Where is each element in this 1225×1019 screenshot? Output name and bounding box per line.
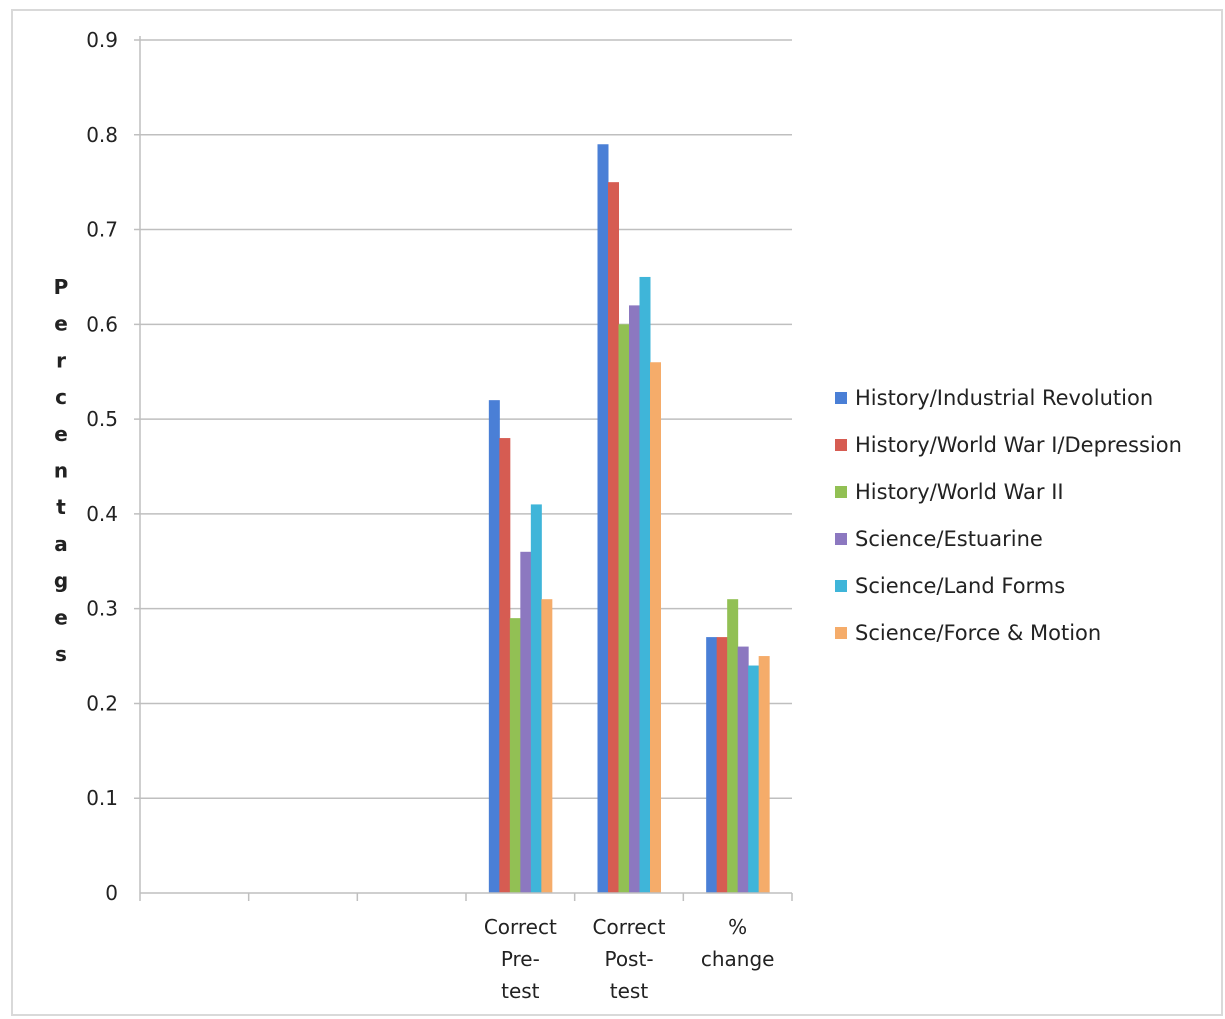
x-category-label: Pre- bbox=[501, 947, 540, 971]
y-axis-tick-labels: 0 0.1 0.2 0.3 0.4 0.5 0.6 0.7 0.8 0.9 bbox=[86, 28, 118, 905]
bar bbox=[629, 305, 640, 893]
y-axis-title-letter: e bbox=[54, 312, 68, 336]
legend-label: Science/Force & Motion bbox=[855, 621, 1101, 645]
legend-swatch bbox=[835, 580, 847, 592]
bar bbox=[618, 324, 630, 893]
y-axis-title-letter: c bbox=[55, 385, 67, 409]
bar bbox=[706, 637, 718, 893]
y-tick-label: 0.4 bbox=[86, 502, 118, 526]
bars bbox=[488, 144, 770, 893]
y-axis-title-letter: g bbox=[54, 569, 68, 593]
legend-swatch bbox=[835, 392, 847, 404]
legend-swatch bbox=[835, 533, 847, 545]
x-category-label: change bbox=[701, 947, 775, 971]
bar bbox=[608, 182, 619, 893]
y-tick-label: 0.8 bbox=[86, 123, 118, 147]
legend-label: History/Industrial Revolution bbox=[855, 386, 1153, 410]
bar bbox=[737, 646, 749, 893]
y-axis-title-letter: s bbox=[55, 642, 67, 666]
bar bbox=[530, 504, 542, 893]
bar bbox=[748, 665, 760, 893]
gridlines bbox=[134, 39, 792, 799]
y-axis-title-letter: e bbox=[54, 605, 68, 629]
bar bbox=[499, 438, 511, 893]
bar bbox=[520, 551, 532, 893]
y-tick-label: 0.7 bbox=[86, 218, 118, 242]
y-axis-title-letter: n bbox=[54, 459, 68, 483]
y-axis-title-letter: r bbox=[56, 348, 66, 372]
y-tick-label: 0.1 bbox=[86, 786, 118, 810]
bar bbox=[650, 362, 661, 893]
legend-swatch bbox=[835, 486, 847, 498]
x-axis-category-labels: Correct Pre-test Correct Post-test% change bbox=[484, 915, 775, 1003]
x-category-label: Correct bbox=[593, 915, 666, 939]
x-category-label: Post- bbox=[604, 947, 653, 971]
x-category-label: % bbox=[728, 915, 747, 939]
y-axis-title-letter: a bbox=[54, 532, 68, 556]
bar bbox=[597, 144, 609, 893]
bar bbox=[727, 599, 739, 893]
x-category-label: test bbox=[610, 979, 649, 1003]
bar bbox=[488, 400, 500, 893]
bar bbox=[639, 276, 651, 893]
bar bbox=[541, 599, 553, 893]
x-category-label: test bbox=[501, 979, 540, 1003]
x-category-label: Correct bbox=[484, 915, 557, 939]
y-tick-label: 0.6 bbox=[86, 312, 118, 336]
bar bbox=[509, 618, 521, 893]
y-axis-title-letter: P bbox=[54, 275, 69, 299]
chart-border bbox=[11, 9, 1223, 1016]
legend: History/Industrial Revolution History/Wor… bbox=[835, 386, 1182, 645]
legend-swatch bbox=[835, 439, 847, 451]
bar bbox=[716, 637, 728, 893]
legend-label: Science/Estuarine bbox=[855, 527, 1043, 551]
bar bbox=[758, 656, 770, 893]
legend-label: History/World War I/Depression bbox=[855, 433, 1182, 457]
y-tick-label: 0.9 bbox=[86, 28, 118, 52]
legend-label: History/World War II bbox=[855, 480, 1064, 504]
legend-label: Science/Land Forms bbox=[855, 574, 1065, 598]
legend-swatch bbox=[835, 627, 847, 639]
y-axis-title-letter: t bbox=[56, 495, 66, 519]
y-axis-title-letter: e bbox=[54, 422, 68, 446]
y-tick-label: 0.5 bbox=[86, 407, 118, 431]
y-tick-label: 0.3 bbox=[86, 597, 118, 621]
y-tick-label: 0 bbox=[105, 881, 118, 905]
axes bbox=[139, 36, 793, 901]
y-tick-label: 0.2 bbox=[86, 691, 118, 715]
